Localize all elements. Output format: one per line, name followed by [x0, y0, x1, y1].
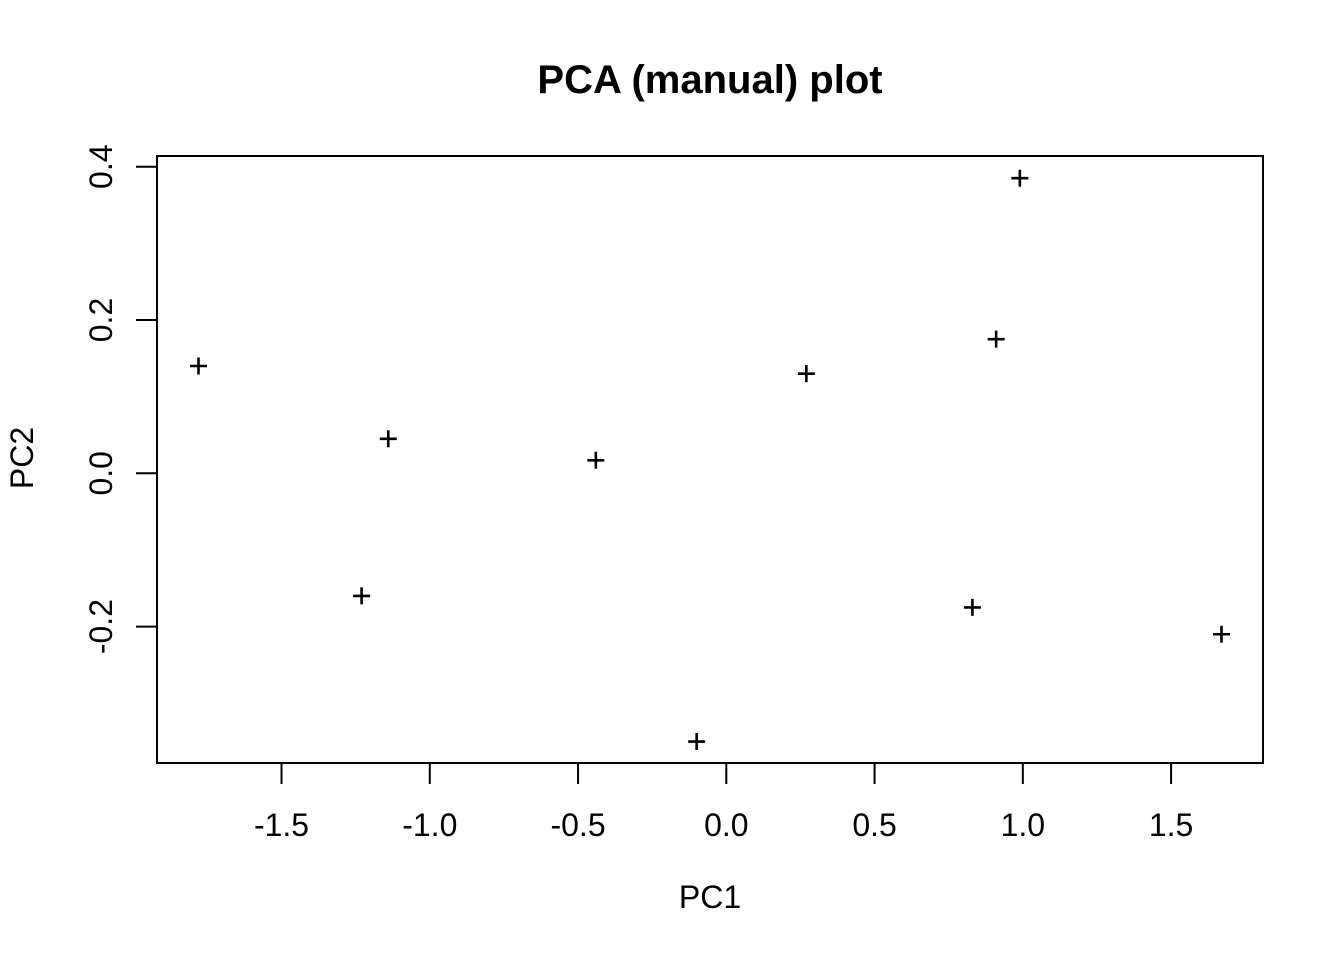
- data-point-marker: [353, 587, 371, 605]
- data-point-marker: [688, 733, 706, 751]
- data-point-marker: [963, 598, 981, 616]
- chart-title: PCA (manual) plot: [537, 58, 883, 102]
- y-tick-label: 0.0: [83, 451, 119, 495]
- x-axis-label: PC1: [678, 879, 742, 915]
- x-tick-label: -0.5: [550, 807, 605, 843]
- data-point-marker: [190, 357, 208, 375]
- y-tick-label: -0.2: [83, 599, 119, 654]
- x-tick-label: 1.5: [1149, 807, 1193, 843]
- x-tick-label: -1.0: [402, 807, 457, 843]
- x-tick-label: 1.0: [1001, 807, 1045, 843]
- data-point-marker: [1011, 169, 1029, 187]
- x-tick-label: 0.5: [852, 807, 896, 843]
- x-tick-label: 0.0: [704, 807, 748, 843]
- plot-border: [156, 155, 1264, 764]
- y-tick-label: 0.4: [83, 144, 119, 188]
- y-axis-label: PC2: [4, 426, 40, 490]
- data-point-marker: [1212, 625, 1230, 643]
- y-tick-label: 0.2: [83, 298, 119, 342]
- data-point-marker: [379, 430, 397, 448]
- data-point-marker: [987, 330, 1005, 348]
- x-tick-label: -1.5: [254, 807, 309, 843]
- data-point-marker: [797, 365, 815, 383]
- data-point-marker: [587, 451, 605, 469]
